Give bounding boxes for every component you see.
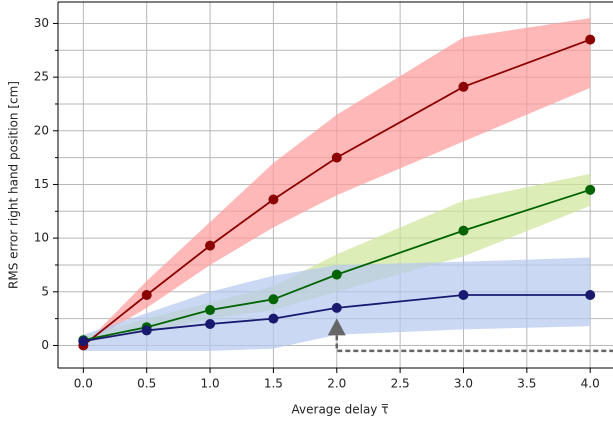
data-point xyxy=(141,290,152,301)
data-point xyxy=(78,336,89,347)
data-point xyxy=(585,184,596,195)
marker-triangle xyxy=(327,318,346,336)
data-point xyxy=(268,194,279,205)
data-point xyxy=(585,290,596,301)
data-point xyxy=(331,302,342,313)
y-axis-title: RMS error right hand position [cm] xyxy=(7,81,21,289)
x-axis-title: Average delay τ̅ xyxy=(292,403,389,417)
data-point xyxy=(458,290,469,301)
y-tick-label: 20 xyxy=(34,123,49,137)
x-tick-label: 0.0 xyxy=(74,377,93,391)
x-tick-label: 4.0 xyxy=(581,377,600,391)
data-point xyxy=(585,34,596,45)
data-point xyxy=(331,269,342,280)
confidence-band xyxy=(83,173,591,343)
data-point xyxy=(458,81,469,92)
y-tick-label: 5 xyxy=(41,284,49,298)
data-point xyxy=(205,305,216,316)
x-tick-label: 1.0 xyxy=(201,377,220,391)
y-tick-label: 10 xyxy=(34,231,49,245)
x-tick-label: 1.5 xyxy=(264,377,283,391)
x-tick-label: 0.5 xyxy=(137,377,156,391)
data-point xyxy=(205,240,216,251)
y-tick-label: 0 xyxy=(41,338,49,352)
data-point xyxy=(205,318,216,329)
x-tick-label: 2.0 xyxy=(327,377,346,391)
confidence-band xyxy=(83,18,591,346)
y-tick-label: 30 xyxy=(34,16,49,30)
data-point xyxy=(458,225,469,236)
data-point xyxy=(331,152,342,163)
x-tick-label: 3.0 xyxy=(454,377,473,391)
y-tick-label: 15 xyxy=(34,177,49,191)
y-tick-label: 25 xyxy=(34,70,49,84)
data-point xyxy=(141,325,152,336)
data-point xyxy=(268,313,279,324)
x-tick-label: 3.5 xyxy=(517,377,536,391)
x-tick-label: 2.5 xyxy=(391,377,410,391)
data-point xyxy=(268,294,279,305)
marker-line xyxy=(335,335,613,353)
